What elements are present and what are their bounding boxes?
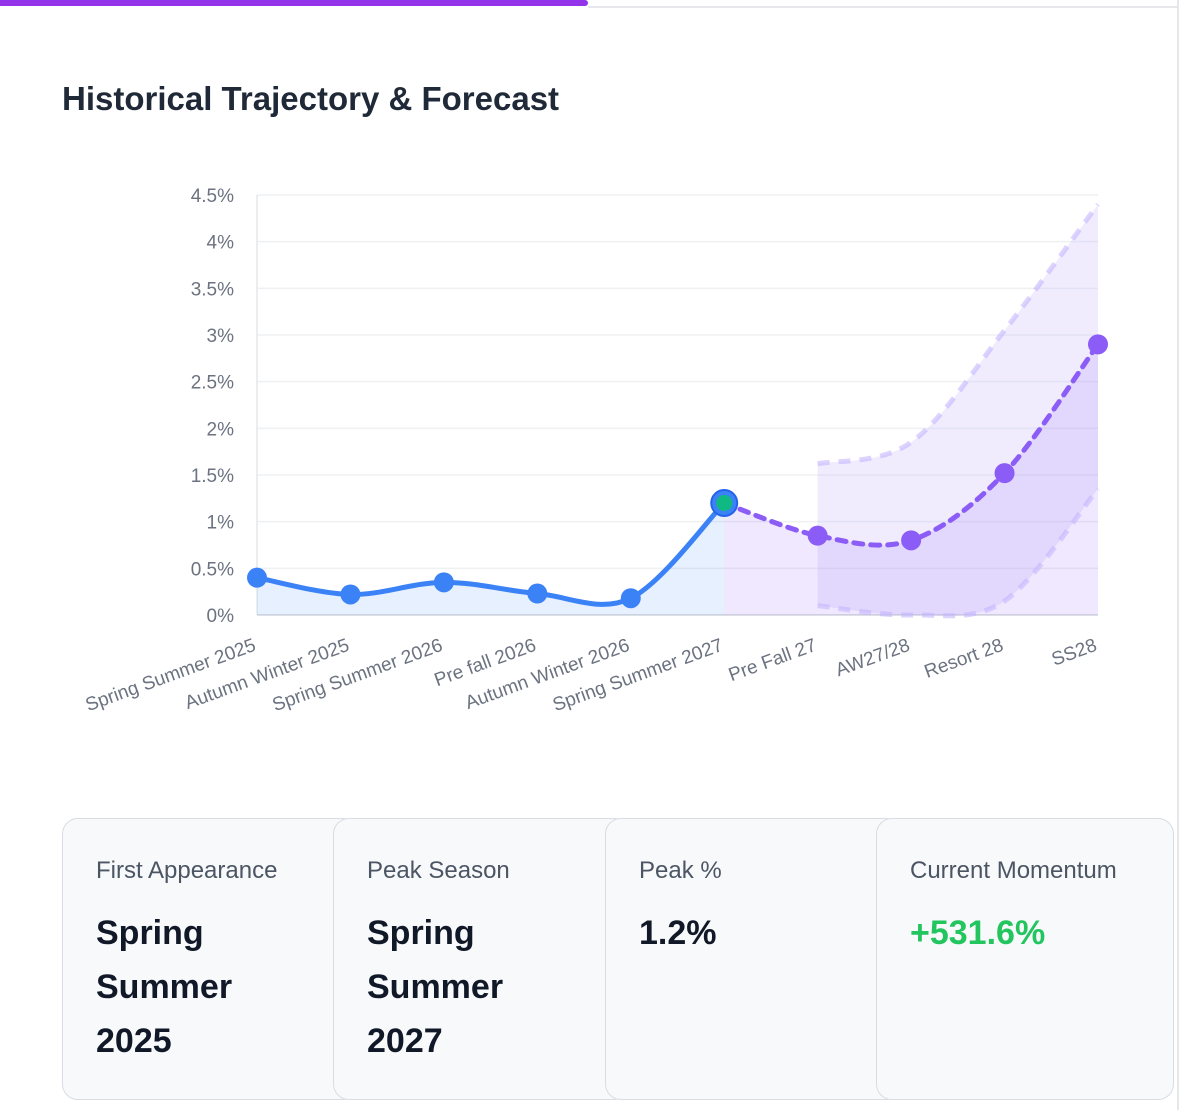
area <box>257 503 725 615</box>
stat-label: Peak Season <box>367 857 510 884</box>
stat-label: Peak % <box>639 857 722 884</box>
y-tick-label: 0% <box>207 606 235 627</box>
stat-value: Spring Summer 2027 <box>367 914 504 1060</box>
y-tick-label: 3.5% <box>191 279 234 300</box>
stat-card: Peak % 1.2% <box>605 818 901 1100</box>
stat-label: First Appearance <box>96 857 278 884</box>
point <box>340 584 361 605</box>
x-tick-label: SS28 <box>1049 635 1100 671</box>
x-tick-label: Pre Fall 27 <box>726 635 820 686</box>
point <box>527 583 548 604</box>
section-title: Historical Trajectory & Forecast <box>62 80 560 117</box>
y-tick-label: 2.5% <box>191 373 234 394</box>
forecast-band <box>817 204 1098 616</box>
x-tick-label: Autumn Winter 2026 <box>463 635 633 714</box>
stat-value: +531.6% <box>910 914 1046 952</box>
x-tick-label: Spring Summer 2026 <box>270 635 446 716</box>
x-tick-label: Spring Summer 2027 <box>550 635 726 716</box>
y-tick-label: 1.5% <box>191 466 234 487</box>
stat-card: First Appearance Spring Summer 2025 <box>62 818 358 1100</box>
divider <box>588 6 1178 8</box>
y-tick-label: 4.5% <box>191 186 234 207</box>
band-edge <box>817 202 1101 467</box>
stat-card: Peak Season Spring Summer 2027 <box>333 818 629 1100</box>
point <box>901 530 922 551</box>
stat-value: Spring Summer 2025 <box>96 914 233 1060</box>
stat-label: Current Momentum <box>910 857 1117 884</box>
point-highlight <box>716 495 733 511</box>
x-tick-label: Autumn Winter 2025 <box>182 635 352 714</box>
progress-bar <box>0 0 588 6</box>
y-tick-label: 4% <box>207 233 235 254</box>
border <box>1177 0 1179 1110</box>
point <box>620 588 641 609</box>
y-tick-label: 1% <box>207 513 235 534</box>
y-tick-label: 0.5% <box>191 559 234 580</box>
chart: 0% 0.5% 1% 1.5% 2% 2.5% 3% 3.5% 4% 4.5% Spring Sum… <box>83 186 1108 716</box>
x-tick-label: Resort 28 <box>922 635 1007 683</box>
y-tick-label: 3% <box>207 326 235 347</box>
point <box>1088 334 1108 355</box>
point <box>433 572 454 593</box>
point <box>994 463 1015 484</box>
x-tick-label: AW27/28 <box>833 635 913 681</box>
point <box>807 525 828 546</box>
band-edge <box>817 487 1100 619</box>
y-tick-label: 2% <box>207 419 235 440</box>
stat-card: Current Momentum +531.6% <box>876 818 1174 1100</box>
point <box>247 567 267 588</box>
stat-value: 1.2% <box>639 914 717 952</box>
area <box>724 344 1098 615</box>
